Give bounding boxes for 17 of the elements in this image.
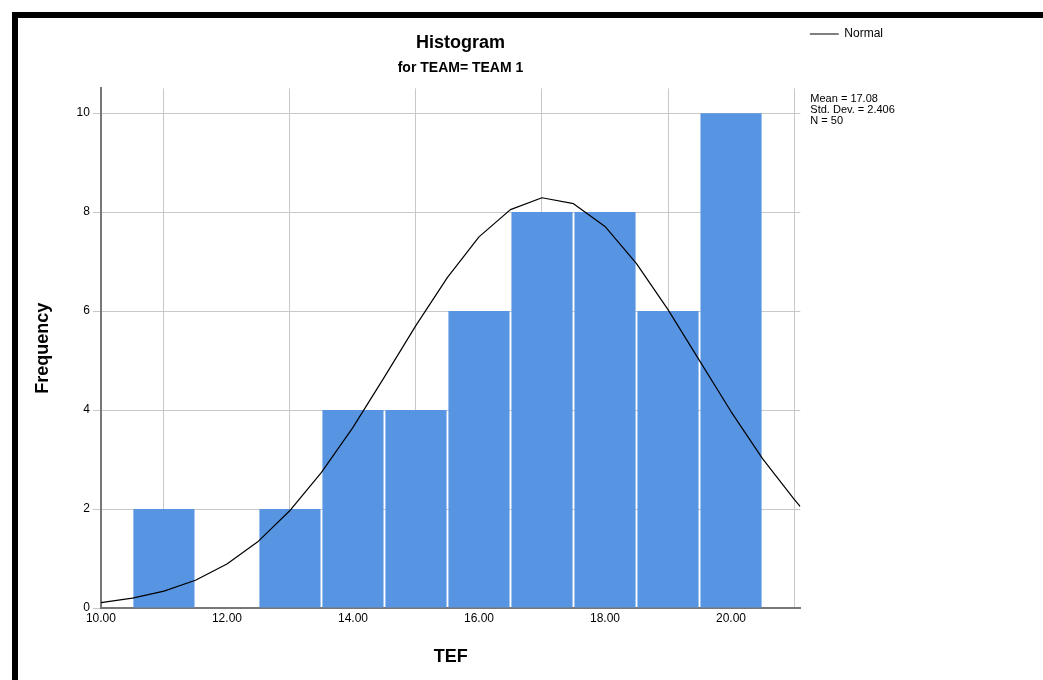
y-tick-label: 10	[76, 105, 91, 120]
x-tick-label: 18.00	[589, 610, 621, 625]
x-tick-label: 20.00	[716, 610, 747, 625]
chart-subtitle: for TEAM= TEAM 1	[397, 58, 524, 75]
x-tick-label: 14.00	[337, 610, 369, 625]
legend-label: Normal	[844, 26, 883, 41]
y-tick-label: 4	[83, 402, 91, 417]
x-tick-label: 10.00	[85, 610, 117, 625]
y-tick-label: 2	[83, 501, 91, 516]
y-tick-label: 8	[83, 204, 91, 219]
x-tick-label: 16.00	[463, 610, 495, 625]
text: Mean = 17.08 Std. Dev. = 2.406 N = 50	[810, 91, 895, 126]
x-tick-label: 12.00	[211, 610, 243, 625]
x-axis-title: TEF	[433, 646, 468, 667]
y-axis-title: Frequency	[31, 302, 52, 394]
y-tick-label: 6	[83, 303, 91, 318]
chart-title: Histogram	[415, 31, 506, 52]
